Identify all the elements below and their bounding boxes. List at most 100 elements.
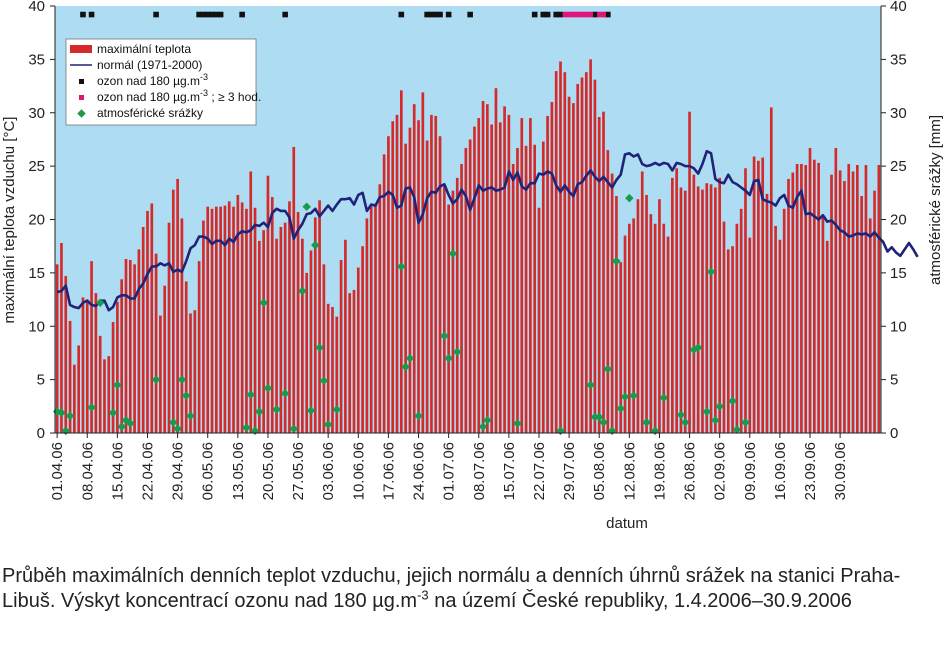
temperature-bar xyxy=(692,174,696,434)
temperature-bar xyxy=(232,206,235,433)
temperature-bar xyxy=(503,106,506,433)
normal-line xyxy=(56,149,919,312)
precipitation-marker xyxy=(715,402,724,411)
temperature-bar xyxy=(176,178,179,433)
temperature-bar xyxy=(791,172,795,433)
temperature-bar xyxy=(838,170,842,433)
right-y-tick-label: 35 xyxy=(890,51,907,68)
temperature-bar xyxy=(610,173,614,433)
temperature-bar xyxy=(73,364,76,433)
temperature-bar xyxy=(103,359,106,433)
temperature-bar xyxy=(795,163,799,434)
temperature-bar xyxy=(464,147,468,434)
precipitation-marker xyxy=(263,383,273,393)
temperature-bar xyxy=(451,190,455,433)
x-ticks: 01.04.06 08.04.06 15.04.06 22.04.06 29.04.06… xyxy=(49,433,849,500)
ozone-marker xyxy=(217,11,224,18)
temperature-bar xyxy=(275,238,278,433)
temperature-bar xyxy=(701,189,704,433)
x-tick-label: 23.09.06 xyxy=(802,442,819,500)
ozone-3h-marker xyxy=(588,11,594,18)
temperature-bar xyxy=(817,162,820,434)
temperature-bar xyxy=(141,226,145,433)
temperature-bar xyxy=(722,221,726,433)
x-tick-label: 10.06.06 xyxy=(350,442,367,500)
temperature-bar xyxy=(356,267,360,433)
caption-superscript: -3 xyxy=(417,587,429,603)
precipitation-marker xyxy=(405,354,415,363)
precipitation-marker xyxy=(302,202,311,211)
temperature-bar xyxy=(589,59,592,433)
left-y-tick-label: 5 xyxy=(37,372,45,389)
precipitation-marker xyxy=(255,407,264,416)
precipitation-marker xyxy=(586,380,595,390)
precipitation-marker xyxy=(126,419,135,428)
right-y-tick-label: 40 xyxy=(890,0,907,15)
temperature-bar xyxy=(778,239,782,433)
precipitation-marker xyxy=(612,256,621,266)
precipitation-marker xyxy=(311,240,320,250)
precipitation-marker xyxy=(513,419,522,428)
temperature-bar xyxy=(696,186,700,433)
temperature-bar xyxy=(473,126,476,433)
ozone-marker xyxy=(80,11,86,18)
temperature-bar xyxy=(64,276,68,433)
temperature-bar xyxy=(365,218,369,433)
temperature-bar xyxy=(425,140,429,433)
temperature-bar xyxy=(296,212,300,433)
precipitation-marker xyxy=(728,396,737,406)
precipitation-marker xyxy=(693,343,703,352)
precipitation-marker xyxy=(280,389,290,398)
temperature-bar xyxy=(352,289,356,433)
temperature-bar xyxy=(163,285,167,433)
ozone-marker xyxy=(432,11,439,18)
precipitation-marker xyxy=(87,403,96,412)
temperature-bar xyxy=(387,136,390,434)
temperature-bar xyxy=(262,230,265,433)
temperature-bar xyxy=(623,235,627,433)
temperature-bar xyxy=(533,144,537,433)
temperature-bar xyxy=(111,321,115,433)
precipitation-marker xyxy=(414,411,423,421)
temperature-bar xyxy=(864,165,868,433)
temperature-bar xyxy=(171,189,175,433)
temperature-bar xyxy=(847,163,851,434)
precipitation-marker xyxy=(169,418,178,427)
ozone-3h-marker xyxy=(584,11,589,18)
temperature-bar xyxy=(184,281,188,433)
temperature-bar xyxy=(434,115,438,433)
temperature-bar xyxy=(580,77,584,434)
temperature-bar xyxy=(765,193,769,433)
temperature-bar xyxy=(455,177,459,433)
ozone-marker xyxy=(592,11,598,18)
temperature-bar xyxy=(236,194,240,433)
temperature-bar xyxy=(735,223,739,433)
right-y-tick-label: 10 xyxy=(890,318,907,335)
temperature-bar xyxy=(85,299,89,433)
ozone-marker xyxy=(445,11,452,18)
temperature-bar xyxy=(541,141,545,433)
temperature-bar xyxy=(443,186,446,433)
precipitation-marker xyxy=(151,375,161,384)
x-tick-label: 01.07.06 xyxy=(441,442,458,500)
temperature-bar xyxy=(447,204,450,433)
temperature-bar xyxy=(860,196,863,433)
figure-caption: Průběh maximálních denních teplot vzduch… xyxy=(2,564,947,614)
precipitation-marker xyxy=(401,362,410,372)
temperature-bar xyxy=(202,220,205,433)
precipitation-marker xyxy=(629,391,638,400)
x-tick-label: 03.06.06 xyxy=(320,442,337,500)
temperature-bar xyxy=(856,165,859,433)
legend-label-precip: atmosférické srážky xyxy=(97,106,203,120)
precipitation-marker xyxy=(319,376,329,385)
precipitation-marker xyxy=(289,424,299,433)
temperature-bar xyxy=(726,249,730,433)
temperature-bar xyxy=(688,111,691,434)
temperature-bar xyxy=(559,61,562,433)
precipitation-marker xyxy=(702,407,712,416)
temperature-bar xyxy=(378,184,382,433)
temperature-bar xyxy=(554,71,558,434)
ozone-marker xyxy=(428,11,435,18)
left-y-ticks: 0 5 10 15 20 25 30 35 40 xyxy=(28,0,55,442)
temperature-bar xyxy=(133,264,136,433)
